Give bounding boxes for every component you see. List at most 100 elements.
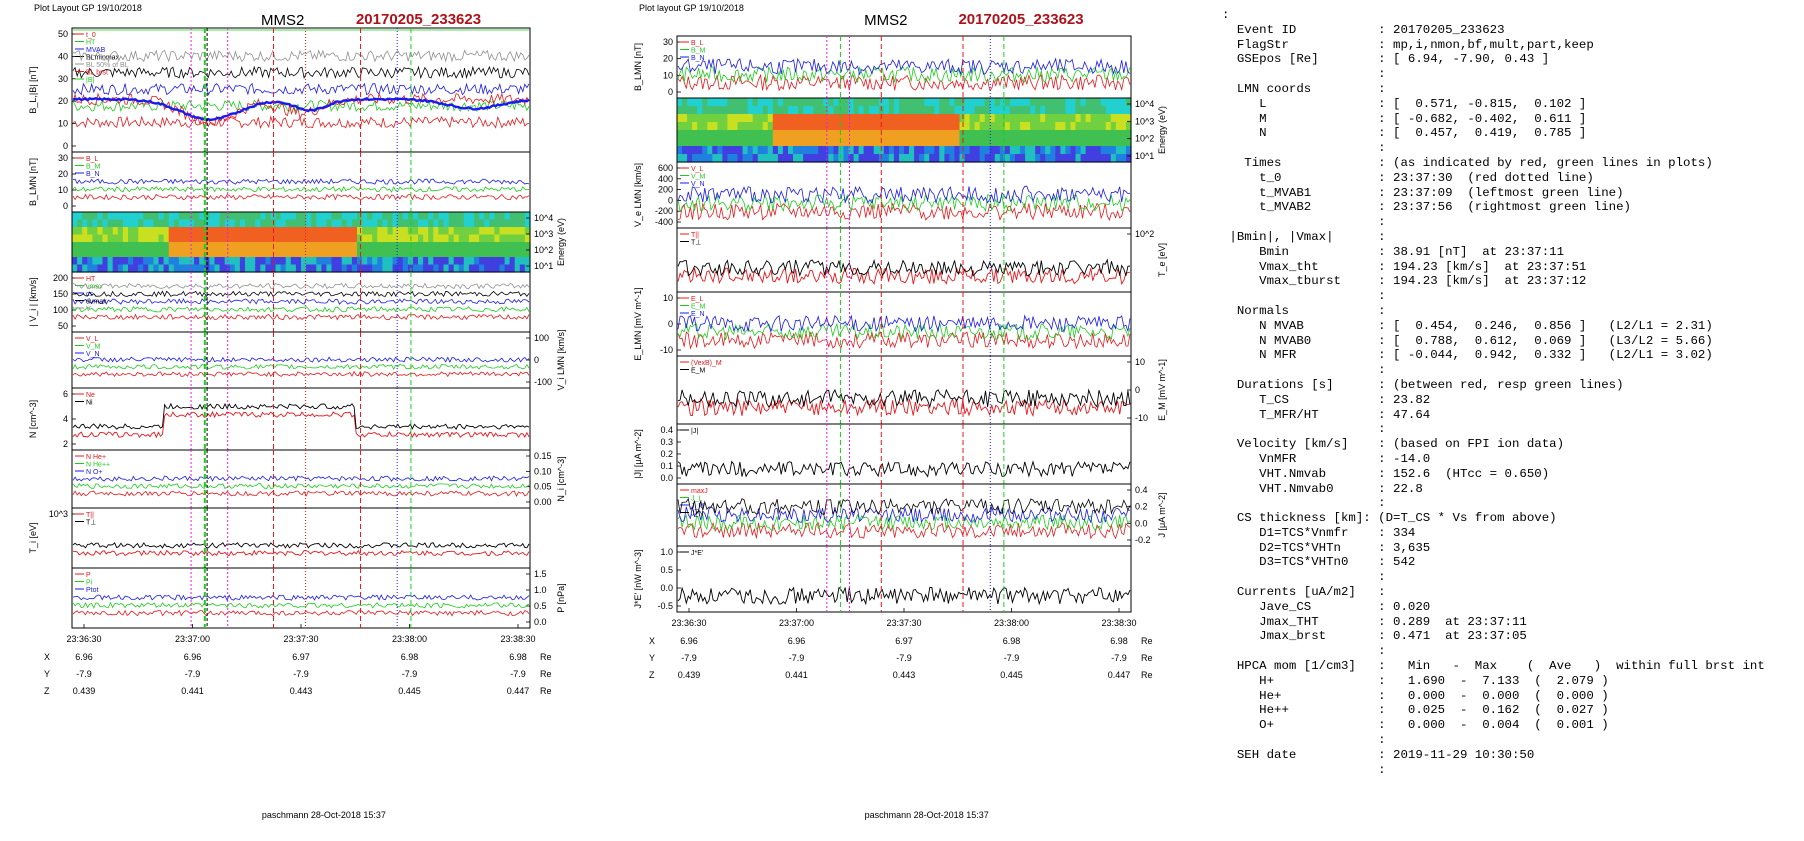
- spectrogram-cell: [194, 242, 200, 251]
- spectrogram-cell: [1105, 146, 1112, 155]
- spectrogram-cell: [818, 122, 824, 131]
- spectrogram-cell: [97, 242, 104, 251]
- position-row-label: Z: [649, 670, 655, 680]
- spectrogram-cell: [949, 146, 955, 155]
- spectrogram-cell: [843, 122, 850, 131]
- spectrogram-cell: [295, 249, 302, 258]
- spectrogram-cell: [919, 154, 925, 163]
- spectrogram-cell: [255, 242, 261, 251]
- spectrogram-cell: [519, 257, 526, 266]
- series-V_N: [677, 185, 1131, 204]
- spectrogram-cell: [158, 249, 165, 258]
- spectrogram-cell: [1055, 154, 1061, 163]
- spectrogram-cell: [199, 264, 205, 273]
- spectrogram-cell: [311, 249, 317, 258]
- spectrogram-cell: [362, 249, 368, 258]
- spectrogram-cell: [823, 114, 829, 123]
- spectrogram-cell: [1085, 122, 1092, 131]
- spectrogram-cell: [1095, 146, 1102, 155]
- spectrogram-cell: [1070, 98, 1077, 107]
- spectrogram-cell: [747, 122, 754, 131]
- spectrogram-cell: [387, 264, 394, 273]
- spectrogram-cell: [1045, 114, 1051, 123]
- spectrogram-cell: [1035, 122, 1041, 131]
- spectrogram-cell: [767, 146, 774, 155]
- spectrogram-cell: [793, 98, 799, 107]
- spectrogram-cell: [1015, 114, 1021, 123]
- info-line: Currents [uA/m2] :: [1222, 585, 1386, 600]
- spectrogram-cell: [290, 264, 297, 273]
- spectrogram-cell: [984, 114, 991, 123]
- spectrogram-cell: [974, 122, 981, 131]
- x-tick-label: 23:38:30: [500, 634, 535, 644]
- spectrogram-cell: [1090, 106, 1097, 115]
- spectrogram-cell: [260, 219, 266, 228]
- y-tick-label: 10^1: [1135, 151, 1154, 161]
- spectrogram-cell: [153, 249, 160, 258]
- spectrogram-cell: [402, 227, 409, 236]
- spectrogram-cell: [813, 138, 819, 147]
- spectrogram-cell: [163, 212, 170, 221]
- spectrogram-cell: [443, 219, 450, 228]
- spectrogram-cell: [989, 154, 996, 163]
- spectrogram-cell: [1126, 130, 1132, 139]
- spectrogram-cell: [346, 242, 353, 251]
- spectrogram-cell: [747, 98, 754, 107]
- spectrogram-cell: [767, 106, 774, 115]
- spectrogram-cell: [782, 138, 789, 147]
- spectrogram-cell: [888, 154, 895, 163]
- legend-entry: t_0: [86, 32, 96, 39]
- spectrogram-cell: [717, 98, 723, 107]
- spectrogram-cell: [767, 98, 774, 107]
- spectrogram-cell: [168, 249, 175, 258]
- spectrogram-cell: [1085, 130, 1092, 139]
- spectrogram-cell: [311, 234, 317, 243]
- spectrogram-cell: [494, 234, 501, 243]
- spectrogram-cell: [873, 138, 880, 147]
- spectrogram-cell: [1065, 98, 1071, 107]
- spectrogram-cell: [949, 106, 955, 115]
- spectrogram-cell: [984, 154, 991, 163]
- series-V_M: [72, 363, 530, 370]
- spectrogram-cell: [194, 264, 200, 273]
- spectrogram-cell: [682, 154, 688, 163]
- spectrogram-cell: [949, 130, 955, 139]
- spectrogram-cell: [229, 249, 236, 258]
- spectrogram-cell: [133, 234, 139, 243]
- spectrogram-cell: [229, 242, 236, 251]
- spectrogram-cell: [919, 122, 925, 131]
- y-tick-label: 200: [53, 273, 68, 283]
- series-J_N: [677, 497, 1131, 516]
- spectrogram-cell: [808, 146, 814, 155]
- spectrogram-cell: [934, 154, 940, 163]
- spectrogram-cell: [757, 106, 764, 115]
- spectrogram-cell: [909, 130, 915, 139]
- spectrogram-cell: [979, 114, 986, 123]
- spectrogram-cell: [949, 154, 955, 163]
- spectrogram-cell: [122, 234, 129, 243]
- spectrogram-cell: [1055, 106, 1061, 115]
- y-tick-label: 50: [58, 29, 68, 39]
- spectrogram-cell: [504, 234, 511, 243]
- spectrogram-cell: [158, 219, 165, 228]
- spectrogram-cell: [280, 257, 287, 266]
- x-tick-label: 23:38:00: [392, 634, 427, 644]
- spectrogram-cell: [868, 122, 875, 131]
- spectrogram-cell: [848, 146, 855, 155]
- spectrogram-cell: [964, 138, 971, 147]
- spectrogram-cell: [969, 154, 976, 163]
- spectrogram-cell: [1120, 138, 1127, 147]
- spectrogram-cell: [1070, 154, 1077, 163]
- spectrogram-cell: [433, 212, 439, 221]
- spectrogram-cell: [97, 219, 104, 228]
- spectrogram-cell: [234, 264, 241, 273]
- spectrogram-cell: [178, 264, 185, 273]
- spectrogram-cell: [722, 114, 728, 123]
- legend-entry: J*E': [691, 550, 703, 557]
- spectrogram-cell: [1004, 138, 1011, 147]
- spectrogram-cell: [1020, 122, 1026, 131]
- spectrogram-cell: [808, 106, 814, 115]
- spectrogram-cell: [153, 264, 160, 273]
- info-line: Jmax_brst : 0.471 at 23:37:05: [1222, 629, 1527, 644]
